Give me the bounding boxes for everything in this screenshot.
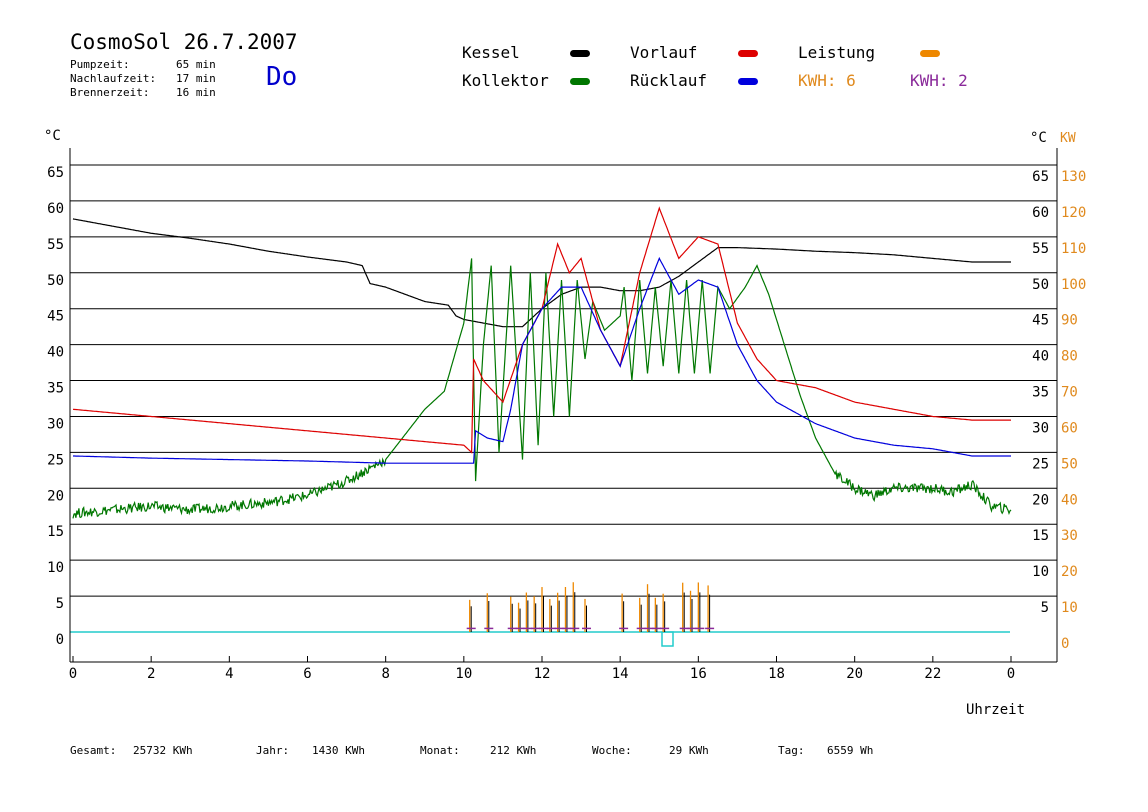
x-tick-label: 16 [690, 666, 707, 682]
y-right-tick-label: 50 [1032, 277, 1049, 293]
y-left-tick-label: 10 [47, 560, 64, 576]
y2-tick-label: 0 [1061, 636, 1069, 652]
y-left-tick-label: 5 [56, 596, 64, 612]
nachlaufzeit-label: Nachlaufzeit: [70, 72, 157, 85]
gridlines [70, 164, 1057, 647]
y-left-tick-label: 40 [47, 345, 64, 361]
right-power-unit-label: KW [1060, 131, 1076, 146]
legend-kessel-swatch [570, 50, 590, 57]
y-right-tick-label: 20 [1032, 492, 1049, 508]
y-left-tick-label: 45 [47, 309, 64, 325]
x-tick-label: 10 [455, 666, 472, 682]
y2-tick-label: 10 [1061, 600, 1078, 616]
y-left-tick-label: 0 [56, 632, 64, 648]
series-line-kollektor [72, 258, 1012, 519]
legend-vorlauf-swatch [738, 50, 758, 57]
y-left-tick-label: 50 [47, 273, 64, 289]
y-right-tick-label: 55 [1032, 241, 1049, 257]
y2-tick-label: 20 [1061, 564, 1078, 580]
gesamt-label: Gesamt: [70, 744, 117, 757]
y2-tick-label: 80 [1061, 349, 1078, 365]
x-tick-label: 22 [924, 666, 941, 682]
brennerzeit-value: 16 min [176, 86, 216, 99]
y-right-tick-label: 35 [1032, 385, 1049, 401]
legend-kwh-2: KWH: 2 [910, 71, 968, 90]
x-tick-label: 2 [147, 666, 155, 682]
y2-tick-label: 90 [1061, 313, 1078, 329]
x-tick-label: 6 [303, 666, 311, 682]
pumpzeit-value: 65 min [176, 58, 216, 71]
y-left-tick-label: 65 [47, 165, 64, 181]
power-bars [466, 582, 715, 632]
y-left-tick-label: 60 [47, 201, 64, 217]
legend-kollektor-swatch [570, 78, 590, 85]
monat-label: Monat: [420, 744, 460, 757]
legend-kwh-1: KWH: 6 [798, 71, 856, 90]
x-tick-label: 18 [768, 666, 785, 682]
legend-ruecklauf: Rücklauf [630, 71, 708, 90]
tag-label: Tag: [778, 744, 805, 757]
x-tick-label: 14 [612, 666, 629, 682]
legend-vorlauf: Vorlauf [630, 43, 698, 62]
y-left-tick-label: 20 [47, 488, 64, 504]
y2-tick-label: 60 [1061, 420, 1078, 436]
y-left-tick-label: 35 [47, 381, 64, 397]
brennerzeit-label: Brennerzeit: [70, 86, 150, 99]
legend-kessel: Kessel [462, 43, 520, 62]
jahr-label: Jahr: [256, 744, 290, 757]
woche-value: 29 KWh [669, 744, 709, 757]
woche-label: Woche: [592, 744, 632, 757]
y2-tick-label: 30 [1061, 528, 1078, 544]
y2-tick-label: 130 [1061, 169, 1086, 185]
x-tick-label: 8 [381, 666, 389, 682]
zero-line-dip [661, 631, 674, 647]
y-right-tick-label: 10 [1032, 564, 1049, 580]
y-right-tick-label: 40 [1032, 349, 1049, 365]
y-left-tick-label: 55 [47, 237, 64, 253]
y2-tick-label: 120 [1061, 205, 1086, 221]
y-left-tick-label: 15 [47, 524, 64, 540]
jahr-value: 1430 KWh [312, 744, 365, 757]
y-right-tick-label: 45 [1032, 313, 1049, 329]
y-right-tick-label: 60 [1032, 205, 1049, 221]
pumpzeit-label: Pumpzeit: [70, 58, 130, 71]
weekday-label: Do [266, 62, 298, 92]
series-lines [72, 206, 1012, 519]
y-right-tick-label: 65 [1032, 169, 1049, 185]
y2-tick-label: 40 [1061, 492, 1078, 508]
x-tick-label: 12 [534, 666, 551, 682]
y-left-tick-label: 25 [47, 452, 64, 468]
x-tick-label: 0 [69, 666, 77, 682]
legend-leistung-swatch [920, 50, 940, 57]
x-axis-label: Uhrzeit [966, 702, 1026, 718]
y-right-tick-label: 30 [1032, 420, 1049, 436]
legend-kollektor: Kollektor [462, 71, 549, 90]
y-right-tick-label: 15 [1032, 528, 1049, 544]
x-tick-label: 4 [225, 666, 233, 682]
tag-value: 6559 Wh [827, 744, 874, 757]
gesamt-value: 25732 KWh [133, 744, 193, 757]
x-tick-label: 20 [846, 666, 863, 682]
series-line-vorlauf [72, 206, 1011, 454]
axes [69, 148, 1058, 663]
legend-leistung: Leistung [798, 43, 876, 62]
y2-tick-label: 110 [1061, 241, 1086, 257]
left-unit-label: °C [44, 128, 61, 144]
y2-tick-label: 70 [1061, 385, 1078, 401]
y-left-tick-label: 30 [47, 416, 64, 432]
tick-labels: 0510152025303540455055606551015202530354… [47, 165, 1086, 682]
nachlaufzeit-value: 17 min [176, 72, 216, 85]
right-unit-label: °C [1030, 130, 1047, 146]
y-right-tick-label: 25 [1032, 456, 1049, 472]
series-line-rücklauf [73, 256, 1011, 464]
y2-tick-label: 50 [1061, 456, 1078, 472]
y2-tick-label: 100 [1061, 277, 1086, 293]
x-tick-label: 0 [1007, 666, 1015, 682]
monat-value: 212 KWh [490, 744, 537, 757]
y-right-tick-label: 5 [1041, 600, 1049, 616]
chart-title: CosmoSol 26.7.2007 [70, 30, 298, 54]
legend-ruecklauf-swatch [738, 78, 758, 85]
